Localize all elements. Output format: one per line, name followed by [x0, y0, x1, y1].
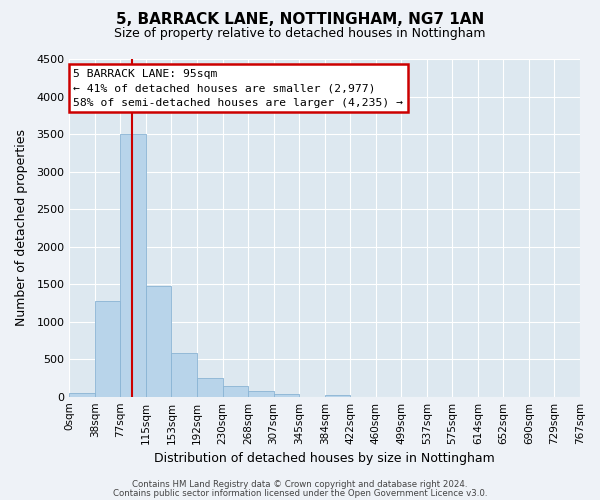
- Text: 5 BARRACK LANE: 95sqm
← 41% of detached houses are smaller (2,977)
58% of semi-d: 5 BARRACK LANE: 95sqm ← 41% of detached …: [73, 69, 403, 108]
- X-axis label: Distribution of detached houses by size in Nottingham: Distribution of detached houses by size …: [154, 452, 495, 465]
- Bar: [172, 353, 197, 397]
- Text: 5, BARRACK LANE, NOTTINGHAM, NG7 1AN: 5, BARRACK LANE, NOTTINGHAM, NG7 1AN: [116, 12, 484, 28]
- Text: Contains public sector information licensed under the Open Government Licence v3: Contains public sector information licen…: [113, 488, 487, 498]
- Bar: [325, 395, 350, 396]
- Bar: [197, 378, 223, 396]
- Bar: [70, 393, 95, 396]
- Bar: [146, 286, 172, 397]
- Text: Contains HM Land Registry data © Crown copyright and database right 2024.: Contains HM Land Registry data © Crown c…: [132, 480, 468, 489]
- Bar: [274, 394, 299, 396]
- Y-axis label: Number of detached properties: Number of detached properties: [15, 130, 28, 326]
- Bar: [95, 300, 121, 396]
- Bar: [223, 386, 248, 396]
- Bar: [248, 392, 274, 396]
- Bar: [121, 134, 146, 396]
- Text: Size of property relative to detached houses in Nottingham: Size of property relative to detached ho…: [114, 28, 486, 40]
